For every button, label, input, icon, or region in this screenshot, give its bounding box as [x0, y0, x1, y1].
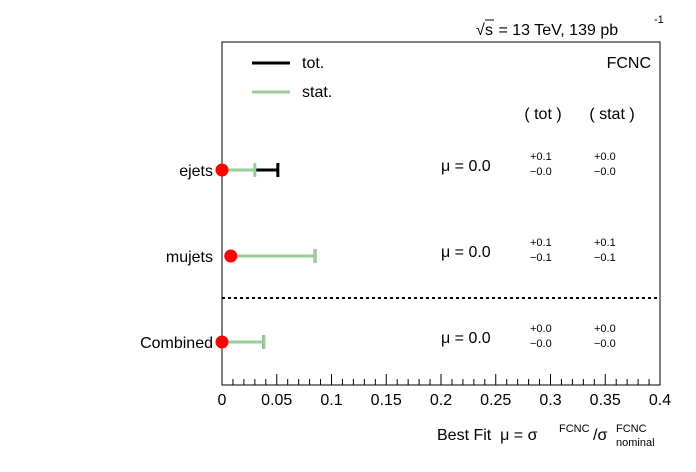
x-tick-label: 0.4: [649, 392, 671, 409]
column-header-stat: ( stat ): [589, 106, 634, 123]
stat-error-up: +0.0: [594, 151, 616, 163]
stat-error-up: +0.0: [594, 323, 616, 335]
best-fit-marker: [215, 335, 229, 349]
stat-error-up: +0.1: [594, 237, 616, 249]
x-axis-title: Best Fit μ = σ FCNC /σ FCNC nominal: [437, 423, 655, 449]
stat-error-down: −0.0: [594, 338, 616, 350]
energy-lumi-text: = 13 TeV, 139 pb: [494, 22, 618, 39]
tot-error-down: −0.1: [530, 252, 552, 264]
stat-error-down: −0.0: [594, 166, 616, 178]
lumi-exponent: -1: [654, 14, 664, 26]
x-axis-title-mid: /σ: [593, 427, 607, 444]
x-tick-label: 0.25: [480, 392, 511, 409]
tot-error-down: −0.0: [530, 166, 552, 178]
entry-label: mujets: [166, 249, 213, 266]
mu-value: μ = 0.0: [441, 330, 491, 347]
x-axis-title-sup2: FCNC: [616, 423, 647, 435]
column-header-tot: ( tot ): [524, 106, 561, 123]
x-axis: 0 0.05 0.1 0.15 0.2 0.25 0.3 0.35 0.4: [218, 374, 671, 409]
entry-row: ejets μ = 0.0 +0.1 −0.0 +0.0 −0.0: [179, 151, 616, 180]
x-tick-label: 0.05: [261, 392, 292, 409]
x-tick-label: 0.3: [539, 392, 561, 409]
x-tick-label: 0.15: [371, 392, 402, 409]
x-tick-label: 0.35: [590, 392, 621, 409]
entry-row: mujets μ = 0.0 +0.1 −0.1 +0.1 −0.1: [166, 237, 616, 266]
x-tick-label: 0.2: [430, 392, 452, 409]
stat-error-down: −0.1: [594, 252, 616, 264]
tot-error-up: +0.0: [530, 323, 552, 335]
tot-error-down: −0.0: [530, 338, 552, 350]
entry-rows: ejets μ = 0.0 +0.1 −0.0 +0.0 −0.0 mujets μ = 0.…: [140, 151, 616, 352]
legend: tot. stat.: [252, 55, 332, 101]
x-tick-label: 0: [218, 392, 227, 409]
x-axis-title-sup1: FCNC: [559, 423, 590, 435]
tot-error-up: +0.1: [530, 237, 552, 249]
tot-error-up: +0.1: [530, 151, 552, 163]
legend-label-tot: tot.: [302, 55, 324, 72]
sqrt-s: s: [485, 22, 493, 39]
entry-row: Combined μ = 0.0 +0.0 −0.0 +0.0 −0.0: [140, 323, 616, 352]
sqrt-symbol: √: [476, 22, 485, 39]
x-tick-label: 0.1: [320, 392, 342, 409]
best-fit-marker: [215, 163, 229, 177]
legend-label-stat: stat.: [302, 84, 332, 101]
mu-value: μ = 0.0: [441, 158, 491, 175]
entry-label: Combined: [140, 335, 213, 352]
x-axis-title-sub2: nominal: [616, 437, 655, 449]
mu-value: μ = 0.0: [441, 244, 491, 261]
x-axis-title-prefix: Best Fit μ = σ: [437, 427, 538, 444]
best-fit-marker: [224, 249, 238, 263]
entry-label: ejets: [179, 163, 213, 180]
corner-label: FCNC: [607, 55, 651, 72]
energy-lumi-label: √ s = 13 TeV, 139 pb -1: [476, 14, 664, 39]
